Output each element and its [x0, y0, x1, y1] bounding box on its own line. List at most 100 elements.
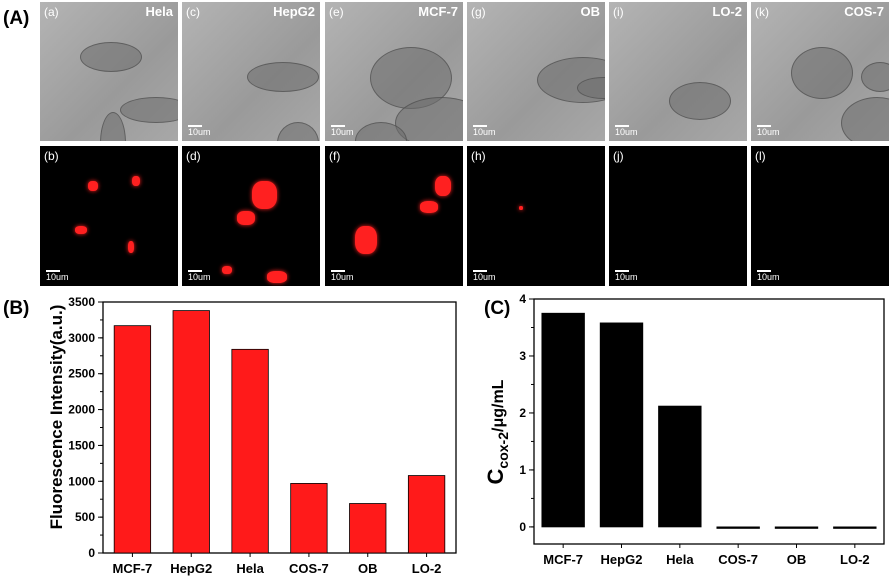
fluorescent-spot	[75, 226, 87, 234]
scale-bar	[615, 125, 629, 127]
scale-bar	[757, 270, 771, 272]
image-tag: (e)	[329, 5, 344, 19]
bar-hela	[231, 348, 269, 554]
scale-bar	[615, 270, 629, 272]
y-tick-label: 1500	[68, 438, 95, 452]
panel-label-c: (C)	[484, 298, 511, 319]
brightfield-image: (e) MCF-7 10um	[325, 2, 463, 141]
scale-bar	[331, 125, 345, 127]
fluorescence-image: (f) 10um	[325, 146, 463, 286]
fluorescence-image: (l) 10um	[751, 146, 889, 286]
fluorescence-image: (b) 10um	[40, 146, 178, 286]
image-tag: (k)	[755, 5, 769, 19]
scale-label: 10um	[331, 272, 354, 282]
y-tick-label: 1	[519, 463, 526, 477]
y-tick-label: 0	[519, 520, 526, 534]
image-tag: (b)	[44, 149, 59, 163]
scale-bar	[188, 270, 202, 272]
y-tick-label: 4	[519, 292, 526, 306]
bar-hepg2	[172, 310, 210, 554]
cell-shape	[277, 122, 319, 141]
x-tick-label: OB	[358, 561, 378, 576]
image-tag: (l)	[755, 149, 766, 163]
bar-mcf-7	[541, 312, 585, 528]
plot-frame	[533, 298, 885, 545]
x-tick-label: LO-2	[840, 552, 870, 567]
cell-shape	[80, 42, 142, 72]
scale-label: 10um	[331, 127, 354, 137]
panel-label-a: (A)	[3, 8, 30, 29]
scale-label: 10um	[615, 127, 638, 137]
fluorescence-image: (h) 10um	[467, 146, 605, 286]
brightfield-image: (k) COS-7 10um	[751, 2, 889, 141]
fluorescent-spot	[420, 201, 438, 213]
scale-label: 10um	[615, 272, 638, 282]
svg-text:Ccox-2/μg/mL: Ccox-2/μg/mL	[483, 379, 511, 484]
plot-frame	[102, 301, 457, 554]
bar-hepg2	[599, 322, 644, 528]
scale-bar	[757, 125, 771, 127]
x-tick-label: Hela	[666, 552, 694, 567]
cell-shape	[100, 112, 126, 141]
y-tick-label: 3500	[68, 295, 95, 309]
brightfield-image: (i) LO-2 10um	[609, 2, 747, 141]
x-tick-label: OB	[787, 552, 807, 567]
cell-shape	[247, 62, 319, 92]
y-tick-label: 3	[519, 349, 526, 363]
x-tick-label: Hela	[236, 561, 264, 576]
cell-shape	[395, 97, 463, 141]
y-tick-label: 0	[88, 546, 95, 560]
image-tag: (j)	[613, 149, 624, 163]
y-tick-label: 500	[75, 510, 95, 524]
x-tick-label: HepG2	[601, 552, 643, 567]
scale-label: 10um	[757, 272, 780, 282]
bar-cos-7	[716, 526, 760, 529]
cell-line-name: COS-7	[844, 4, 884, 19]
cell-shape	[841, 97, 889, 141]
fluorescent-spot	[88, 181, 98, 191]
bar-ob	[774, 526, 819, 529]
bar-ob	[349, 503, 387, 554]
y-tick-label: 2000	[68, 403, 95, 417]
bar-cos-7	[290, 483, 328, 554]
scale-label: 10um	[473, 272, 496, 282]
chart-b-fluorescence: 0 500 1000 1500 2000 2500 3000 3500 MCF-7 HepG2 He…	[47, 295, 457, 576]
image-tag: (g)	[471, 5, 486, 19]
fluorescent-spot	[435, 176, 451, 196]
cell-line-name: MCF-7	[418, 4, 458, 19]
fluorescent-spot	[355, 226, 377, 254]
scale-label: 10um	[473, 127, 496, 137]
cell-shape	[669, 82, 731, 120]
fluorescence-image: (d) 10um	[182, 146, 320, 286]
panel-label-b: (B)	[3, 298, 30, 319]
cell-line-name: OB	[580, 4, 601, 19]
fluorescent-spot	[237, 211, 255, 225]
scale-label: 10um	[188, 127, 211, 137]
chart-c-ylabel-sub: cox-2	[495, 432, 511, 469]
image-tag: (c)	[186, 5, 200, 19]
x-tick-label: LO-2	[412, 561, 442, 576]
x-tick-label: COS-7	[718, 552, 758, 567]
x-tick-label: MCF-7	[543, 552, 583, 567]
bar-hela	[658, 405, 702, 528]
x-tick-label: COS-7	[289, 561, 329, 576]
fluorescent-spot	[128, 241, 134, 253]
fluorescent-spot	[132, 176, 140, 186]
bar-mcf-7	[113, 325, 152, 554]
chart-c-ylabel-unit: /μg/mL	[490, 379, 507, 432]
scale-bar	[46, 270, 60, 272]
chart-c-concentration: 0 1 2 3 4 MCF-7 HepG2 Hela COS-7 OB LO-2 Ccox-2/μg…	[483, 292, 885, 567]
cell-shape	[791, 47, 853, 99]
cell-shape	[120, 97, 178, 123]
image-tag: (f)	[329, 149, 341, 163]
bar-lo-2	[833, 526, 877, 529]
brightfield-image: (a) Hela	[40, 2, 178, 141]
chart-c-ylabel-main: C	[483, 468, 508, 484]
cell-line-name: HepG2	[273, 4, 315, 19]
brightfield-image: (c) HepG2 10um	[182, 2, 320, 141]
scale-label: 10um	[188, 272, 211, 282]
scale-bar	[188, 125, 202, 127]
image-tag: (h)	[471, 149, 486, 163]
cell-line-name: Hela	[145, 4, 173, 19]
scale-label: 10um	[757, 127, 780, 137]
